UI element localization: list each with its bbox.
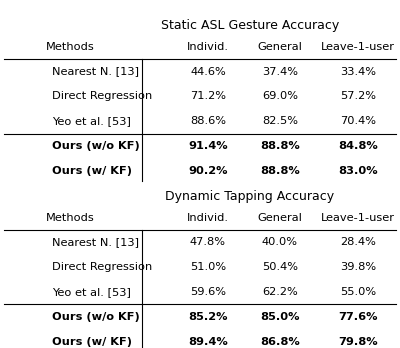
- Text: Direct Regression: Direct Regression: [52, 262, 152, 272]
- Text: 55.0%: 55.0%: [340, 287, 376, 297]
- Text: 84.8%: 84.8%: [338, 141, 378, 151]
- Text: 77.6%: 77.6%: [338, 312, 378, 322]
- Text: Leave-1-user: Leave-1-user: [321, 42, 395, 53]
- Text: 85.0%: 85.0%: [260, 312, 300, 322]
- Text: Yeo et al. [53]: Yeo et al. [53]: [52, 287, 131, 297]
- Text: 59.6%: 59.6%: [190, 287, 226, 297]
- Text: 70.4%: 70.4%: [340, 116, 376, 126]
- Text: 47.8%: 47.8%: [190, 237, 226, 247]
- Text: Ours (w/ KF): Ours (w/ KF): [52, 166, 132, 176]
- Text: 88.8%: 88.8%: [260, 166, 300, 176]
- Text: 69.0%: 69.0%: [262, 92, 298, 102]
- Text: Methods: Methods: [46, 213, 94, 223]
- Text: Yeo et al. [53]: Yeo et al. [53]: [52, 116, 131, 126]
- Text: 88.6%: 88.6%: [190, 116, 226, 126]
- Text: 89.4%: 89.4%: [188, 337, 228, 347]
- Text: 50.4%: 50.4%: [262, 262, 298, 272]
- Text: 40.0%: 40.0%: [262, 237, 298, 247]
- Text: 62.2%: 62.2%: [262, 287, 298, 297]
- Text: Leave-1-user: Leave-1-user: [321, 213, 395, 223]
- Text: Ours (w/ KF): Ours (w/ KF): [52, 337, 132, 347]
- Text: Ours (w/o KF): Ours (w/o KF): [52, 141, 140, 151]
- Text: 82.5%: 82.5%: [262, 116, 298, 126]
- Text: Nearest N. [13]: Nearest N. [13]: [52, 66, 139, 77]
- Text: 44.6%: 44.6%: [190, 66, 226, 77]
- Text: 88.8%: 88.8%: [260, 141, 300, 151]
- Text: Individ.: Individ.: [187, 42, 229, 53]
- Text: 79.8%: 79.8%: [338, 337, 378, 347]
- Text: Static ASL Gesture Accuracy: Static ASL Gesture Accuracy: [161, 19, 339, 32]
- Text: Methods: Methods: [46, 42, 94, 53]
- Text: 71.2%: 71.2%: [190, 92, 226, 102]
- Text: 37.4%: 37.4%: [262, 66, 298, 77]
- Text: General: General: [258, 42, 302, 53]
- Text: 28.4%: 28.4%: [340, 237, 376, 247]
- Text: 33.4%: 33.4%: [340, 66, 376, 77]
- Text: Individ.: Individ.: [187, 213, 229, 223]
- Text: 86.8%: 86.8%: [260, 337, 300, 347]
- Text: 90.2%: 90.2%: [188, 166, 228, 176]
- Text: Nearest N. [13]: Nearest N. [13]: [52, 237, 139, 247]
- Text: Dynamic Tapping Accuracy: Dynamic Tapping Accuracy: [166, 190, 334, 203]
- Text: 91.4%: 91.4%: [188, 141, 228, 151]
- Text: 83.0%: 83.0%: [338, 166, 378, 176]
- Text: General: General: [258, 213, 302, 223]
- Text: 85.2%: 85.2%: [188, 312, 228, 322]
- Text: Direct Regression: Direct Regression: [52, 92, 152, 102]
- Text: Ours (w/o KF): Ours (w/o KF): [52, 312, 140, 322]
- Text: 57.2%: 57.2%: [340, 92, 376, 102]
- Text: 39.8%: 39.8%: [340, 262, 376, 272]
- Text: 51.0%: 51.0%: [190, 262, 226, 272]
